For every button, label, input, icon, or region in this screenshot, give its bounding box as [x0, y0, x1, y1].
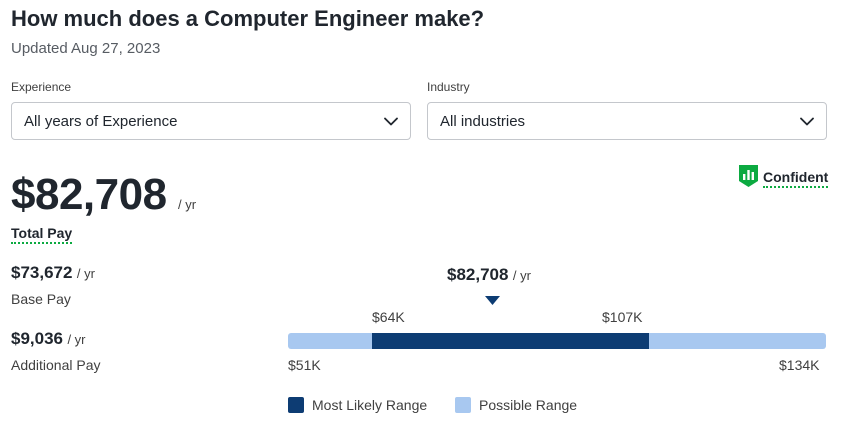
- legend-possible: Possible Range: [455, 397, 577, 413]
- base-pay: $73,672 / yr: [11, 263, 95, 283]
- median-pay-amount: $82,708: [447, 265, 509, 284]
- legend-possible-label: Possible Range: [479, 397, 578, 413]
- total-pay-unit: / yr: [178, 197, 197, 212]
- page-title: How much does a Computer Engineer make?: [11, 6, 485, 31]
- bar-chart-shield-icon: [738, 164, 759, 193]
- median-marker-icon: [485, 292, 500, 310]
- experience-label: Experience: [11, 80, 72, 94]
- likely-range-bar: [372, 333, 649, 349]
- additional-pay-amount: $9,036: [11, 329, 63, 348]
- possible-high-label: $134K: [779, 357, 820, 373]
- total-pay-amount: $82,708: [11, 170, 167, 219]
- confidence-badge[interactable]: Confident: [738, 164, 829, 193]
- experience-select[interactable]: All years of Experience: [11, 102, 411, 140]
- legend-likely-swatch: [288, 397, 304, 413]
- updated-date: Updated Aug 27, 2023: [11, 40, 161, 57]
- chevron-down-icon: [800, 117, 814, 126]
- median-pay: $82,708 / yr: [447, 265, 531, 285]
- industry-select-value: All industries: [440, 112, 526, 130]
- legend-likely-label: Most Likely Range: [312, 397, 428, 413]
- base-pay-amount: $73,672: [11, 263, 73, 282]
- industry-select[interactable]: All industries: [427, 102, 827, 140]
- chevron-down-icon: [384, 117, 398, 126]
- median-pay-unit: / yr: [512, 268, 531, 283]
- experience-select-value: All years of Experience: [24, 112, 178, 130]
- legend-likely: Most Likely Range: [288, 397, 427, 413]
- additional-pay-label: Additional Pay: [11, 357, 101, 373]
- additional-pay: $9,036 / yr: [11, 329, 86, 349]
- additional-pay-unit: / yr: [67, 332, 86, 347]
- base-pay-unit: / yr: [76, 266, 95, 281]
- possible-low-label: $51K: [288, 357, 321, 373]
- legend-possible-swatch: [455, 397, 471, 413]
- likely-low-label: $64K: [372, 309, 405, 325]
- likely-high-label: $107K: [602, 309, 643, 325]
- industry-label: Industry: [427, 80, 470, 94]
- confidence-label: Confident: [763, 169, 829, 188]
- total-pay-label[interactable]: Total Pay: [11, 225, 73, 244]
- base-pay-label: Base Pay: [11, 291, 71, 307]
